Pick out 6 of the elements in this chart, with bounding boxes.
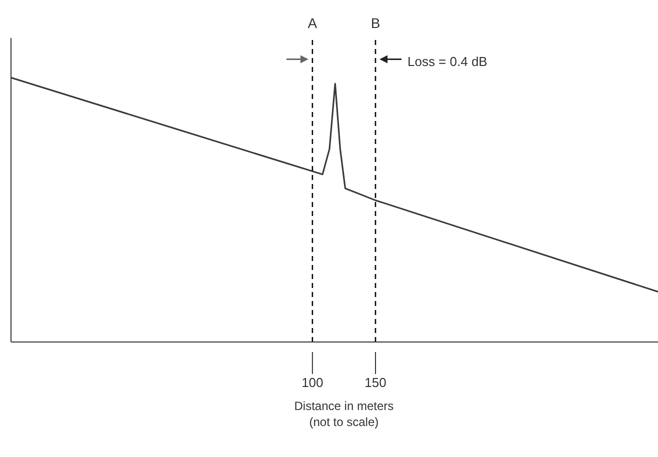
ref-line-label: A: [308, 15, 318, 31]
annotation: Loss = 0.4 dB: [407, 54, 488, 69]
ref-line-label: B: [370, 15, 380, 31]
x-tick-label: 100: [302, 375, 324, 390]
x-tick-label: 150: [364, 375, 386, 390]
x-axis-title: Distance in meters (not to scale): [294, 399, 394, 429]
